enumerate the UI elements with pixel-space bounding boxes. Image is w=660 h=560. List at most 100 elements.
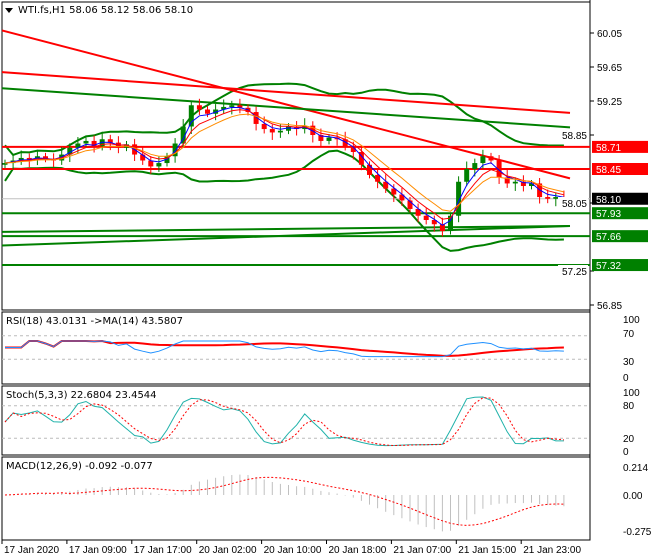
current-price-label: 58.10 bbox=[596, 195, 621, 206]
candle-body bbox=[358, 152, 364, 165]
collapse-arrow-icon[interactable] bbox=[5, 8, 13, 13]
candle-body bbox=[75, 143, 81, 148]
candle-body bbox=[261, 123, 267, 130]
candle-body bbox=[529, 183, 534, 186]
level-badge bbox=[592, 163, 648, 175]
candle-body bbox=[196, 105, 202, 110]
macd-tick-label: 0.00 bbox=[623, 491, 643, 502]
stoch-tick-label: 100 bbox=[623, 388, 640, 399]
time-label: 20 Jan 10:00 bbox=[264, 545, 322, 556]
candle-body bbox=[423, 215, 429, 220]
time-label: 21 Jan 23:00 bbox=[523, 545, 581, 556]
candle-body bbox=[310, 125, 316, 135]
candle-body bbox=[375, 174, 381, 182]
stoch-tick-label: 20 bbox=[623, 434, 635, 445]
main-panel-frame bbox=[1, 1, 591, 311]
time-label: 17 Jan 2020 bbox=[4, 545, 59, 556]
price-tick-label: 60.05 bbox=[597, 29, 622, 40]
candle-body bbox=[480, 156, 486, 164]
candle-body bbox=[269, 129, 275, 133]
bollinger-upper bbox=[4, 82, 564, 157]
candle-body bbox=[221, 106, 227, 110]
candle-body bbox=[439, 224, 445, 232]
trendline bbox=[1, 87, 571, 129]
rsi-tick-label: 100 bbox=[623, 315, 640, 326]
candle-body bbox=[172, 143, 178, 157]
candle-body bbox=[229, 105, 235, 107]
candle-body bbox=[318, 135, 324, 141]
candle-body bbox=[553, 197, 559, 199]
level-label: 58.71 bbox=[596, 143, 621, 154]
price-tick-label: 58.85 bbox=[562, 131, 587, 142]
time-label: 20 Jan 18:00 bbox=[329, 545, 387, 556]
candle-body bbox=[545, 197, 551, 199]
candle-body bbox=[253, 112, 259, 124]
level-badge bbox=[592, 259, 648, 272]
candle-body bbox=[83, 140, 89, 144]
candle-body bbox=[237, 105, 243, 108]
candle-body bbox=[399, 194, 405, 201]
candle-body bbox=[188, 105, 194, 127]
candle-body bbox=[277, 130, 283, 133]
stoch-title: Stoch(5,3,3) 22.6804 23.4544 bbox=[6, 390, 157, 401]
candle-body bbox=[496, 160, 502, 178]
rsi-title: RSI(18) 43.0131 ->MA(14) 43.5807 bbox=[6, 316, 183, 327]
level-label: 57.32 bbox=[596, 261, 621, 272]
level-label: 57.93 bbox=[596, 209, 621, 220]
rsi-tick-label: 0 bbox=[623, 373, 629, 384]
price-tick-label: 59.25 bbox=[597, 97, 622, 108]
candle-body bbox=[91, 140, 97, 147]
current-price-badge bbox=[592, 192, 648, 205]
trendline bbox=[1, 29, 571, 180]
candle-body bbox=[520, 181, 526, 186]
candle-body bbox=[448, 215, 453, 232]
candle-body bbox=[391, 188, 397, 195]
candle-body bbox=[140, 154, 146, 161]
time-label: 17 Jan 09:00 bbox=[69, 545, 127, 556]
candle-body bbox=[286, 126, 291, 131]
level-badge bbox=[592, 230, 648, 243]
candle-body bbox=[464, 169, 470, 182]
candle-body bbox=[367, 164, 372, 175]
ma-fast-line bbox=[4, 106, 564, 226]
candle-body bbox=[67, 147, 73, 155]
macd-tick-label: 0.214 bbox=[623, 463, 648, 474]
candle-body bbox=[383, 181, 389, 189]
candle-body bbox=[350, 146, 356, 152]
price-tick-label-bg bbox=[558, 265, 588, 277]
candle-body bbox=[415, 208, 421, 216]
rsi-tick-label: 70 bbox=[623, 329, 635, 340]
trendline bbox=[1, 224, 571, 233]
candle-body bbox=[472, 163, 478, 169]
stoch-signal-line bbox=[4, 397, 564, 447]
candle-body bbox=[180, 126, 186, 144]
candle-body bbox=[504, 177, 510, 184]
candle-body bbox=[431, 220, 437, 225]
candle-body bbox=[294, 126, 300, 130]
candle-body bbox=[43, 156, 48, 159]
ma-slow-line bbox=[4, 113, 565, 212]
price-tick-label: 59.65 bbox=[597, 63, 622, 74]
level-badge bbox=[592, 207, 648, 220]
candle-body bbox=[342, 139, 348, 147]
stoch-tick-label: 80 bbox=[623, 401, 635, 412]
price-tick-label: 56.85 bbox=[597, 301, 622, 312]
candle-body bbox=[488, 156, 494, 161]
candle-body bbox=[456, 181, 462, 216]
macd-tick-label: -0.275 bbox=[623, 527, 652, 538]
bollinger-lower bbox=[4, 149, 564, 252]
macd-title: MACD(12,26,9) -0.092 -0.077 bbox=[6, 461, 153, 472]
candle-body bbox=[407, 200, 413, 209]
price-tick-label: 57.25 bbox=[562, 267, 587, 278]
time-label: 21 Jan 15:00 bbox=[458, 545, 516, 556]
main-title: WTI.fs,H1 58.06 58.12 58.06 58.10 bbox=[18, 5, 194, 16]
rsi-tick-label: 30 bbox=[623, 357, 635, 368]
price-tick-label-bg bbox=[558, 197, 588, 209]
ma-mid-line bbox=[4, 109, 565, 220]
time-label: 20 Jan 02:00 bbox=[199, 545, 257, 556]
candle-body bbox=[326, 137, 332, 141]
price-tick-label: 58.05 bbox=[562, 199, 587, 210]
macd-signal-line bbox=[4, 476, 564, 526]
